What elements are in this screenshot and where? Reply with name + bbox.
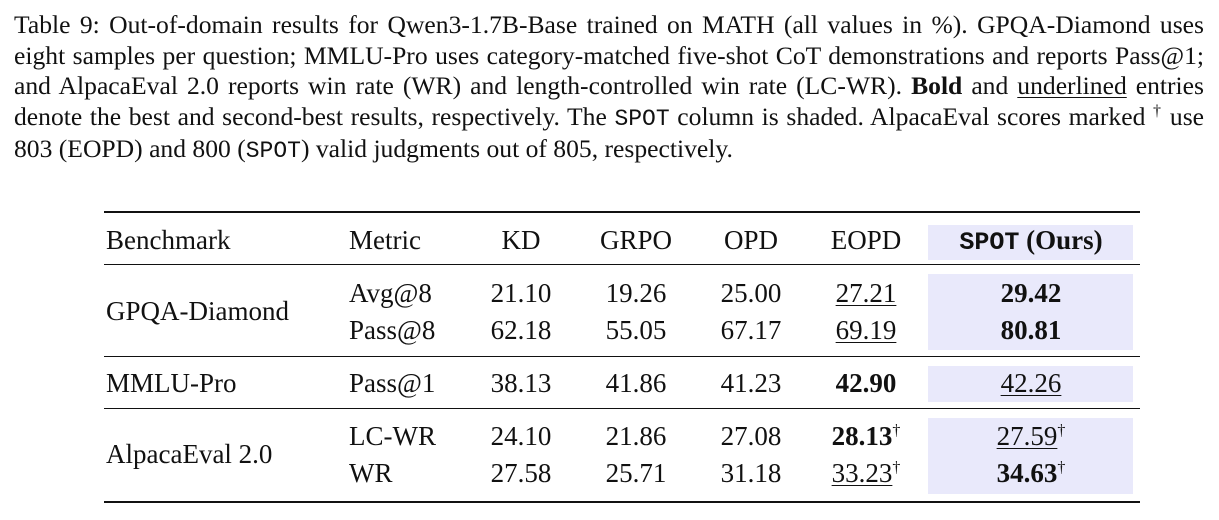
caption-and: and xyxy=(962,71,1018,100)
grpo-cell: 21.86 xyxy=(605,421,667,451)
dagger-mark: † xyxy=(892,422,901,439)
benchmark-gpqa-diamond: GPQA-Diamond xyxy=(106,296,289,326)
header-rule xyxy=(104,264,1140,265)
eopd-cell: 27.21 xyxy=(835,278,897,308)
header-grpo: GRPO xyxy=(599,225,673,255)
header-eopd: EOPD xyxy=(830,225,902,255)
group-rule-1 xyxy=(104,356,1140,357)
kd-cell: 62.18 xyxy=(490,315,552,345)
caption-use-text: use 803 (EOPD) and 800 ( xyxy=(14,101,1205,164)
bottom-rule xyxy=(104,501,1140,503)
caption-underlined-word: underlined xyxy=(1017,71,1127,100)
caption-end-text: ) valid judgments out of 805, respective… xyxy=(300,134,733,163)
grpo-cell: 41.86 xyxy=(605,368,667,398)
grpo-cell: 55.05 xyxy=(605,315,667,345)
top-rule xyxy=(104,211,1140,213)
opd-cell: 25.00 xyxy=(720,278,782,308)
header-opd: OPD xyxy=(723,225,779,255)
spot-cell: 34.63† xyxy=(997,457,1066,489)
caption-bold-word: Bold xyxy=(911,71,963,100)
spot-cell: 29.42 xyxy=(1000,278,1062,308)
spot-header-shade xyxy=(928,225,1133,260)
header-spot-suffix: (Ours) xyxy=(1019,225,1103,255)
dagger-mark: † xyxy=(1057,422,1066,439)
header-kd: KD xyxy=(501,225,541,255)
opd-cell: 67.17 xyxy=(720,315,782,345)
spot-alpaca-shade xyxy=(928,418,1133,494)
spot-cell: 80.81 xyxy=(1000,315,1062,345)
spot-cell: 27.59† xyxy=(997,420,1066,452)
eopd-cell: 69.19 xyxy=(835,315,897,345)
header-spot: SPOT (Ours) xyxy=(959,224,1102,259)
caption-spot-code-2: SPOT xyxy=(245,138,301,164)
header-metric: Metric xyxy=(349,225,421,255)
metric-cell: Pass@1 xyxy=(349,368,436,398)
spot-gpqa-shade xyxy=(928,274,1133,350)
caption-spot-code: SPOT xyxy=(614,105,670,132)
metric-cell: WR xyxy=(349,458,393,488)
table-caption: Table 9: Out-of-domain results for Qwen3… xyxy=(14,10,1204,167)
caption-dagger: † xyxy=(1153,101,1163,119)
dagger-mark: † xyxy=(892,459,901,476)
eopd-cell: 28.13† xyxy=(832,420,901,452)
benchmark-mmlu-pro: MMLU-Pro xyxy=(106,368,237,398)
caption-column-text: column is shaded. AlpacaEval scores mark… xyxy=(669,101,1154,131)
benchmark-alpacaeval: AlpacaEval 2.0 xyxy=(106,439,273,469)
opd-cell: 27.08 xyxy=(720,421,782,451)
eopd-cell: 33.23† xyxy=(832,457,901,489)
eopd-value: 33.23 xyxy=(831,458,893,488)
opd-cell: 41.23 xyxy=(720,368,782,398)
metric-cell: Pass@8 xyxy=(349,315,436,345)
header-spot-code: SPOT xyxy=(959,228,1020,257)
kd-cell: 24.10 xyxy=(490,421,552,451)
eopd-cell: 42.90 xyxy=(835,368,897,398)
caption-middle: entries denote the best and second-best … xyxy=(14,71,1204,131)
spot-cell: 42.26 xyxy=(1000,368,1062,398)
dagger-mark: † xyxy=(1057,459,1066,476)
opd-cell: 31.18 xyxy=(720,458,782,488)
group-rule-2 xyxy=(104,408,1140,409)
spot-value: 34.63 xyxy=(996,458,1058,488)
metric-cell: LC-WR xyxy=(349,421,436,451)
kd-cell: 21.10 xyxy=(490,278,552,308)
grpo-cell: 19.26 xyxy=(605,278,667,308)
spot-value: 27.59 xyxy=(996,421,1058,451)
header-benchmark: Benchmark xyxy=(106,225,231,255)
kd-cell: 38.13 xyxy=(490,368,552,398)
kd-cell: 27.58 xyxy=(490,458,552,488)
eopd-value: 28.13 xyxy=(831,421,893,451)
grpo-cell: 25.71 xyxy=(605,458,667,488)
caption-prefix: Table 9: Out-of-domain results for Qwen3… xyxy=(14,10,1204,100)
spot-mmlu-shade xyxy=(928,366,1133,402)
metric-cell: Avg@8 xyxy=(349,278,432,308)
